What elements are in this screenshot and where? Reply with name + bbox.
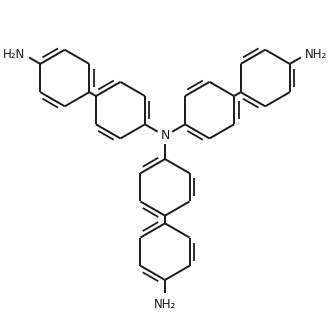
Text: NH₂: NH₂ xyxy=(305,49,328,61)
Text: NH₂: NH₂ xyxy=(154,298,176,311)
Text: H₂N: H₂N xyxy=(2,49,25,61)
Text: N: N xyxy=(160,129,170,143)
